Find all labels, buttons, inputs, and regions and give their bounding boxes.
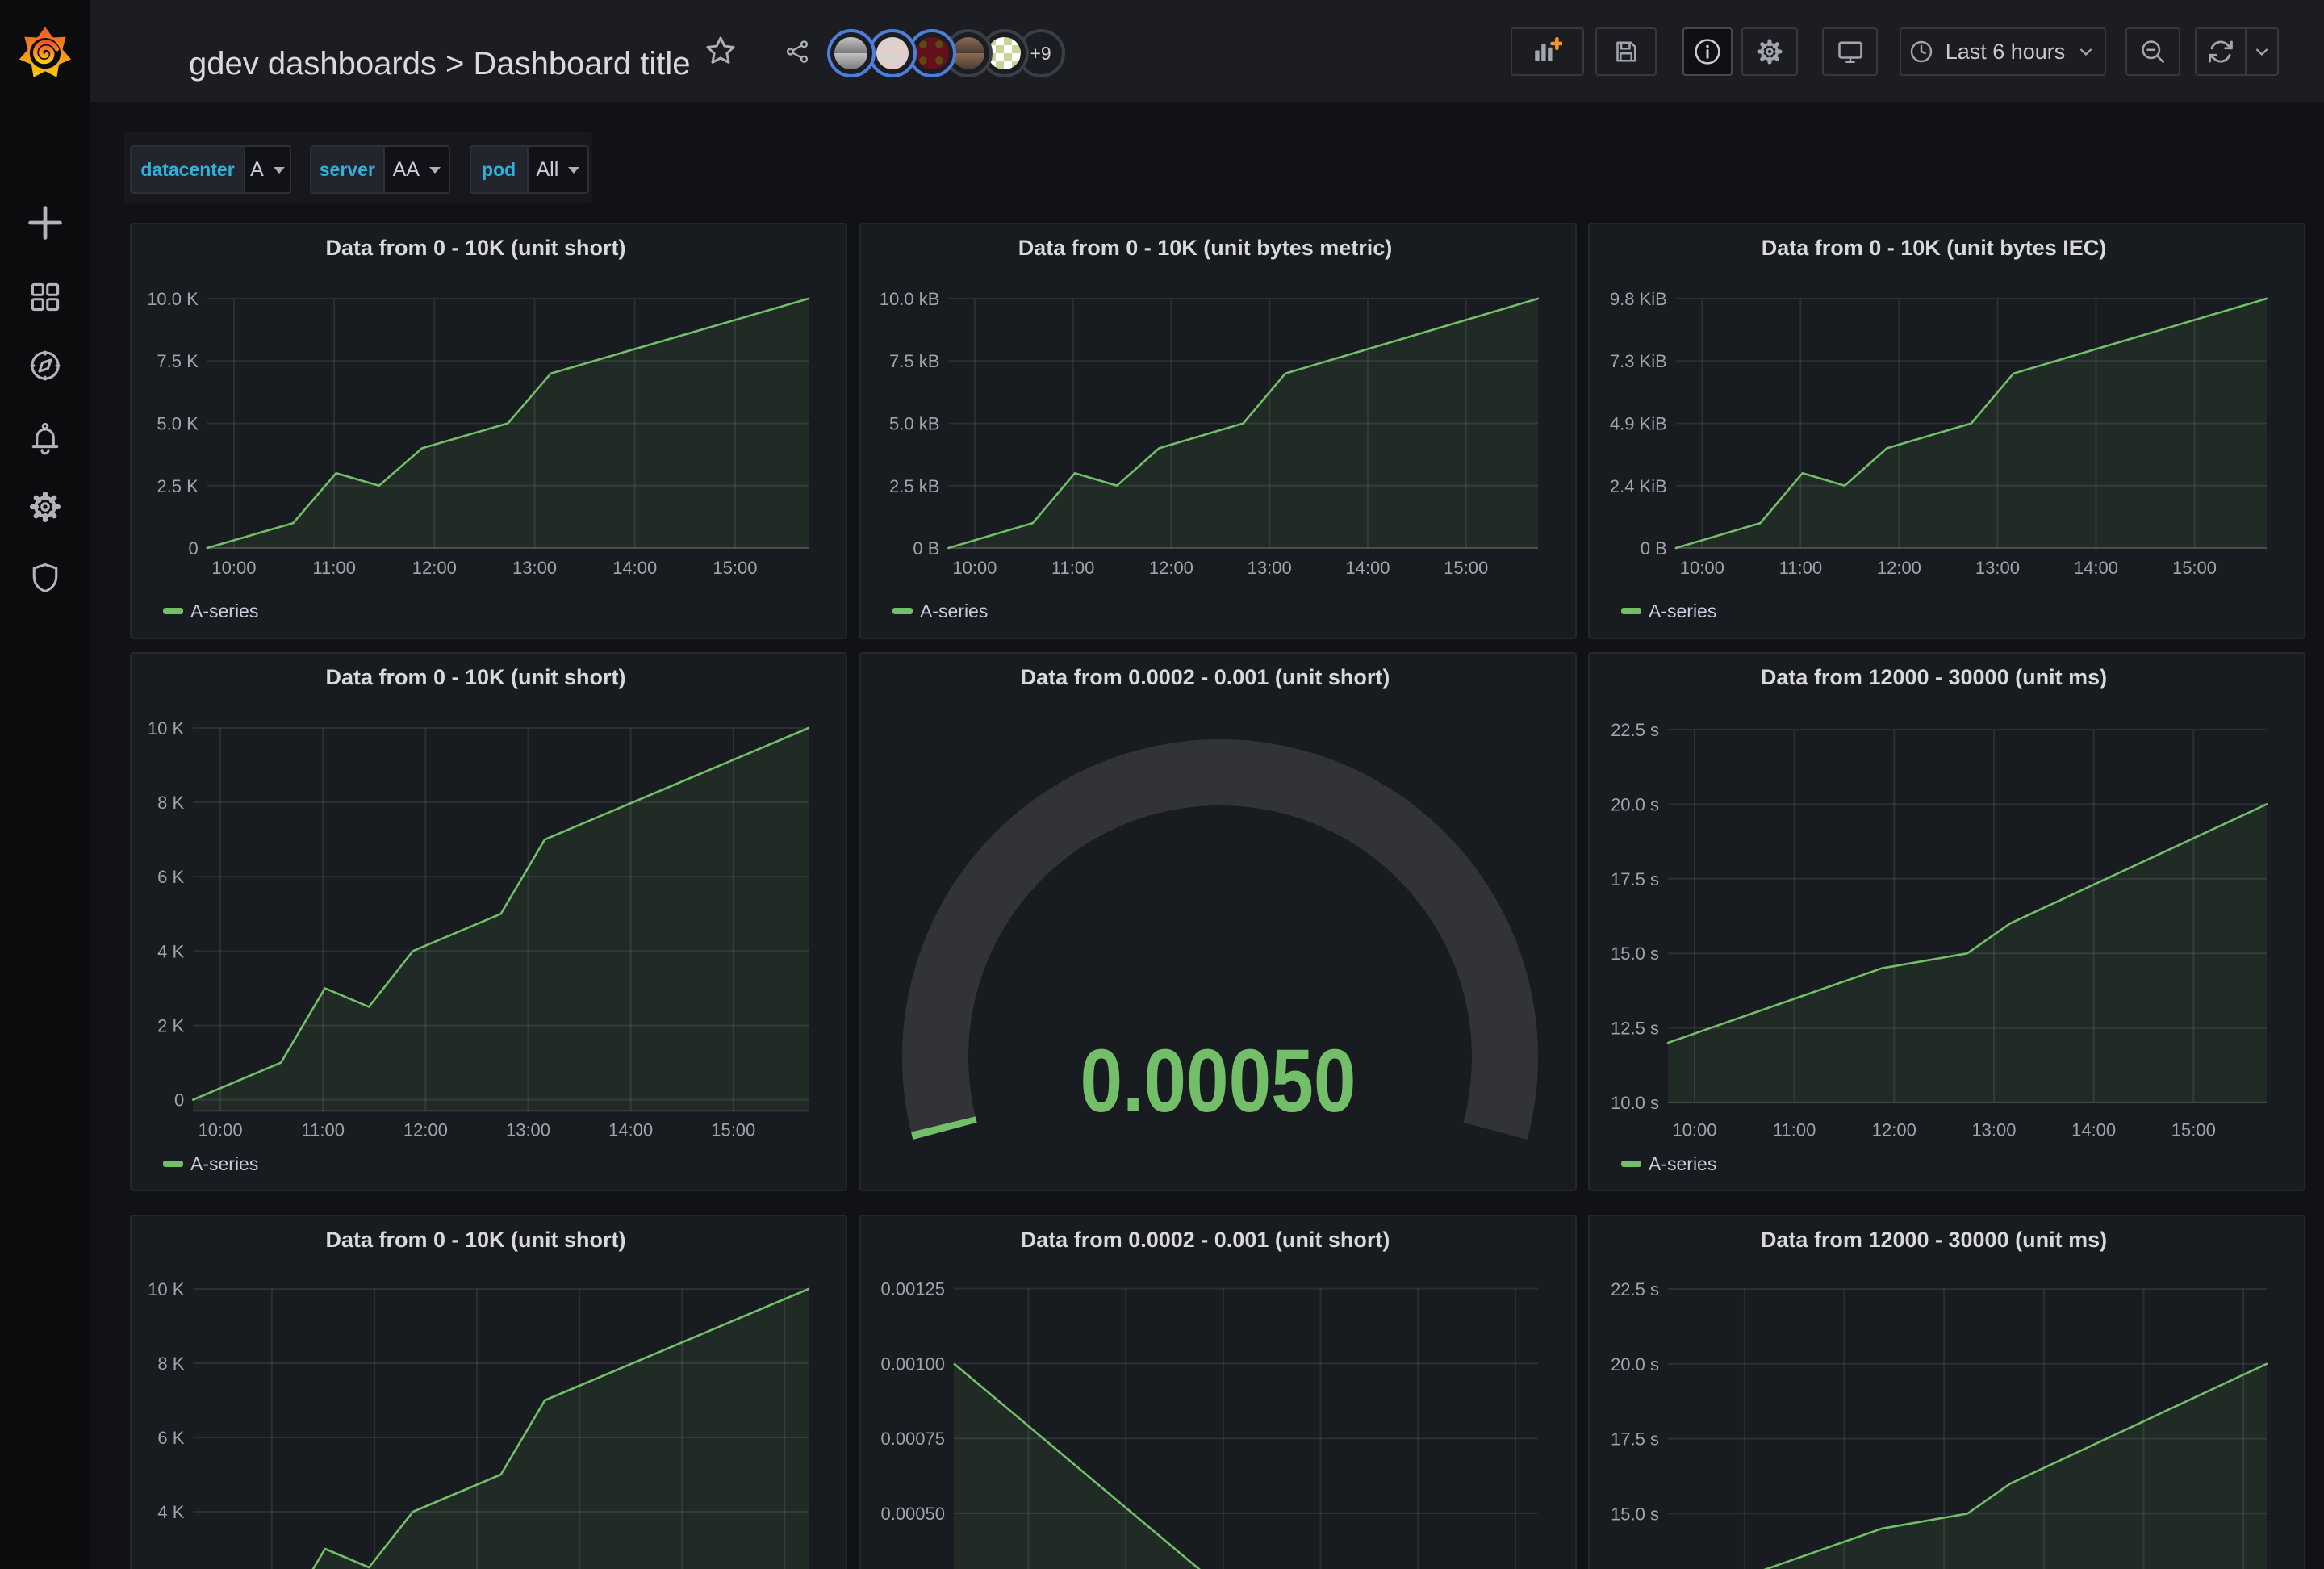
svg-text:15:00: 15:00 xyxy=(711,1120,755,1140)
svg-text:14:00: 14:00 xyxy=(1345,558,1390,578)
svg-text:11:00: 11:00 xyxy=(1773,1120,1816,1140)
svg-text:2.5 K: 2.5 K xyxy=(157,476,199,496)
svg-text:13:00: 13:00 xyxy=(1971,1120,2016,1140)
svg-text:9.8 KiB: 9.8 KiB xyxy=(1610,289,1667,309)
svg-text:0.00050: 0.00050 xyxy=(880,1504,945,1524)
svg-text:17.5 s: 17.5 s xyxy=(1611,1429,1659,1450)
svg-text:11:00: 11:00 xyxy=(1051,558,1094,578)
svg-text:13:00: 13:00 xyxy=(512,558,557,578)
svg-text:10.0 s: 10.0 s xyxy=(1611,1093,1659,1113)
svg-text:12:00: 12:00 xyxy=(1872,1120,1916,1140)
svg-text:7.5 K: 7.5 K xyxy=(157,351,199,371)
svg-text:13:00: 13:00 xyxy=(1248,558,1292,578)
svg-text:7.3 KiB: 7.3 KiB xyxy=(1610,351,1667,371)
svg-text:10 K: 10 K xyxy=(148,1279,185,1299)
svg-text:20.0 s: 20.0 s xyxy=(1611,1354,1659,1374)
svg-text:4 K: 4 K xyxy=(157,941,184,961)
svg-text:14:00: 14:00 xyxy=(2074,558,2118,578)
svg-text:13:00: 13:00 xyxy=(506,1120,550,1140)
svg-text:12:00: 12:00 xyxy=(1877,558,1921,578)
svg-text:8 K: 8 K xyxy=(157,793,184,813)
svg-text:0 B: 0 B xyxy=(1641,538,1667,559)
svg-text:0.00125: 0.00125 xyxy=(880,1279,945,1299)
svg-text:11:00: 11:00 xyxy=(302,1120,345,1140)
svg-text:10.0 kB: 10.0 kB xyxy=(880,289,940,309)
svg-text:22.5 s: 22.5 s xyxy=(1611,1279,1659,1299)
svg-text:10:00: 10:00 xyxy=(211,558,256,578)
svg-text:12:00: 12:00 xyxy=(1149,558,1193,578)
svg-text:0: 0 xyxy=(174,1090,184,1111)
svg-text:10:00: 10:00 xyxy=(199,1120,243,1140)
svg-text:5.0 kB: 5.0 kB xyxy=(889,414,939,434)
svg-text:12.5 s: 12.5 s xyxy=(1611,1019,1659,1039)
svg-text:2.5 kB: 2.5 kB xyxy=(889,476,939,496)
svg-text:13:00: 13:00 xyxy=(1975,558,2020,578)
svg-text:15:00: 15:00 xyxy=(713,558,757,578)
svg-text:11:00: 11:00 xyxy=(1779,558,1822,578)
svg-text:6 K: 6 K xyxy=(157,867,184,887)
svg-text:2 K: 2 K xyxy=(157,1015,184,1036)
svg-text:0 B: 0 B xyxy=(913,538,939,559)
svg-text:10 K: 10 K xyxy=(148,718,185,738)
svg-text:22.5 s: 22.5 s xyxy=(1611,720,1659,740)
svg-text:0.00075: 0.00075 xyxy=(880,1429,945,1449)
svg-text:14:00: 14:00 xyxy=(2071,1120,2116,1140)
svg-text:6 K: 6 K xyxy=(157,1428,184,1448)
svg-text:15:00: 15:00 xyxy=(2172,558,2217,578)
svg-text:14:00: 14:00 xyxy=(612,558,657,578)
svg-text:11:00: 11:00 xyxy=(312,558,355,578)
svg-text:10:00: 10:00 xyxy=(952,558,997,578)
svg-text:15.0 s: 15.0 s xyxy=(1611,943,1659,964)
svg-text:12:00: 12:00 xyxy=(403,1120,448,1140)
svg-text:0: 0 xyxy=(189,538,199,559)
svg-text:14:00: 14:00 xyxy=(608,1120,653,1140)
svg-text:10:00: 10:00 xyxy=(1680,558,1724,578)
svg-text:17.5 s: 17.5 s xyxy=(1611,869,1659,889)
svg-text:4 K: 4 K xyxy=(157,1502,184,1522)
svg-text:4.9 KiB: 4.9 KiB xyxy=(1610,414,1667,434)
svg-text:10.0 K: 10.0 K xyxy=(147,289,199,309)
svg-text:5.0 K: 5.0 K xyxy=(157,414,199,434)
svg-text:0.00100: 0.00100 xyxy=(880,1354,945,1374)
svg-text:2.4 KiB: 2.4 KiB xyxy=(1610,476,1667,496)
svg-text:8 K: 8 K xyxy=(157,1354,184,1374)
svg-text:15:00: 15:00 xyxy=(1444,558,1488,578)
svg-text:20.0 s: 20.0 s xyxy=(1611,794,1659,814)
svg-text:15.0 s: 15.0 s xyxy=(1611,1504,1659,1524)
svg-text:12:00: 12:00 xyxy=(412,558,457,578)
svg-text:15:00: 15:00 xyxy=(2171,1120,2216,1140)
svg-text:7.5 kB: 7.5 kB xyxy=(889,351,939,371)
svg-text:10:00: 10:00 xyxy=(1672,1120,1716,1140)
